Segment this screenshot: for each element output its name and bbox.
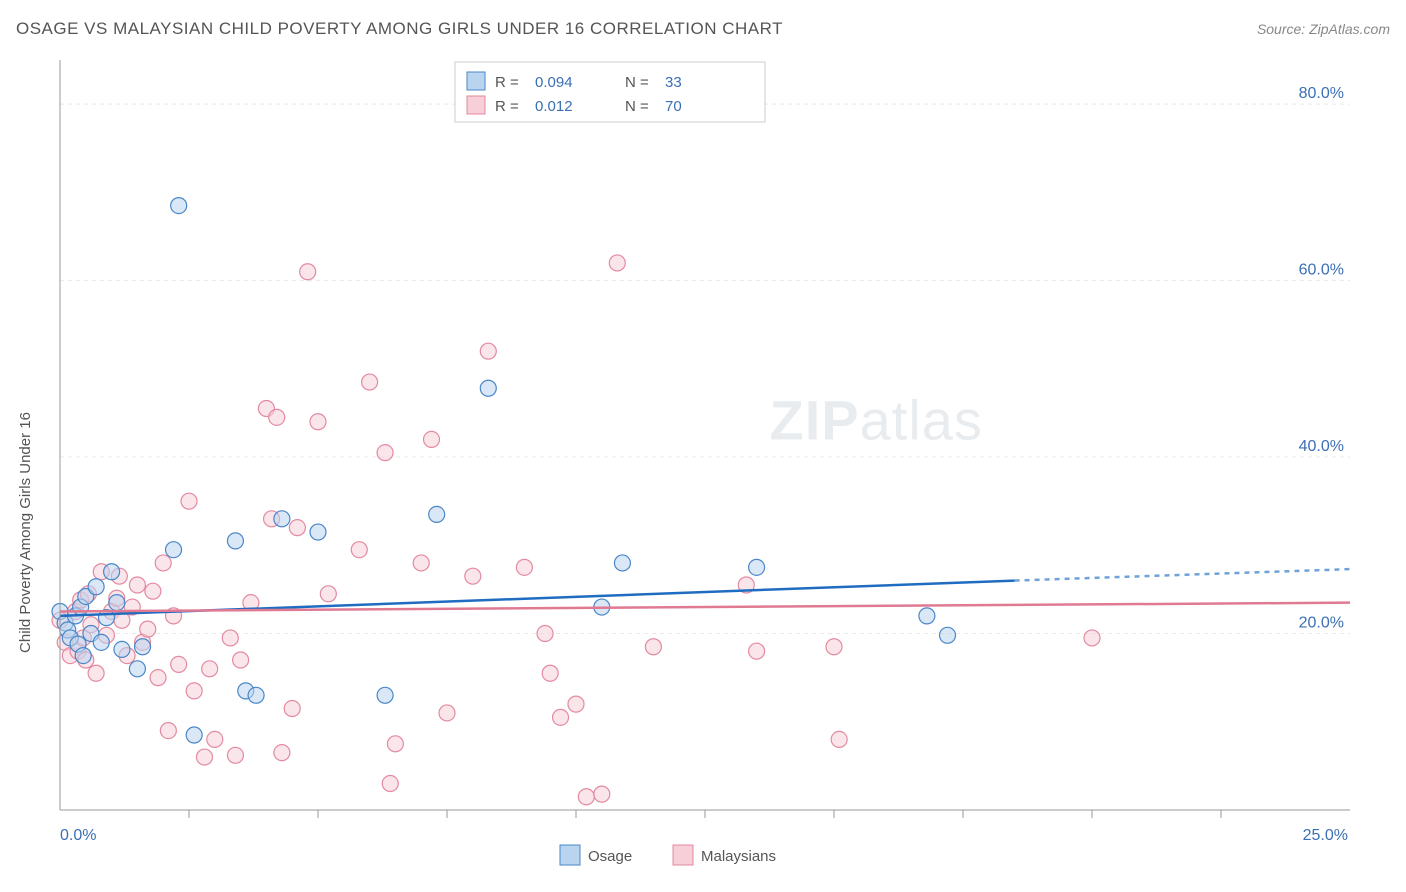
data-point [186, 683, 202, 699]
data-point [387, 736, 403, 752]
data-point [248, 687, 264, 703]
data-point [310, 414, 326, 430]
data-point [351, 542, 367, 558]
x-tick-label: 25.0% [1303, 827, 1348, 844]
data-point [320, 586, 336, 602]
data-point [88, 665, 104, 681]
legend-swatch [467, 96, 485, 114]
y-tick-label: 60.0% [1299, 262, 1344, 279]
legend-series-label: Malaysians [701, 848, 776, 865]
legend-n-label: N = [625, 98, 649, 115]
chart-title: OSAGE VS MALAYSIAN CHILD POVERTY AMONG G… [16, 19, 783, 38]
data-point [578, 789, 594, 805]
data-point [614, 555, 630, 571]
data-point [645, 639, 661, 655]
data-point [93, 634, 109, 650]
legend-swatch [673, 845, 693, 865]
data-point [826, 639, 842, 655]
legend-n-label: N = [625, 74, 649, 91]
data-point [75, 648, 91, 664]
correlation-chart: OSAGE VS MALAYSIAN CHILD POVERTY AMONG G… [0, 0, 1406, 892]
y-tick-label: 20.0% [1299, 615, 1344, 632]
x-tick-label: 0.0% [60, 827, 96, 844]
data-point [135, 639, 151, 655]
data-point [233, 652, 249, 668]
data-point [274, 511, 290, 527]
data-point [382, 776, 398, 792]
data-point [171, 198, 187, 214]
data-point [439, 705, 455, 721]
data-point [196, 749, 212, 765]
legend-r-label: R = [495, 74, 519, 91]
data-point [222, 630, 238, 646]
data-point [104, 564, 120, 580]
data-point [269, 409, 285, 425]
data-point [480, 380, 496, 396]
chart-svg: OSAGE VS MALAYSIAN CHILD POVERTY AMONG G… [0, 0, 1406, 892]
data-point [207, 731, 223, 747]
data-point [465, 568, 481, 584]
data-point [542, 665, 558, 681]
data-point [831, 731, 847, 747]
data-point [424, 431, 440, 447]
data-point [749, 559, 765, 575]
legend-r-label: R = [495, 98, 519, 115]
data-point [300, 264, 316, 280]
data-point [310, 524, 326, 540]
data-point [749, 643, 765, 659]
legend-r-value: 0.094 [535, 74, 573, 91]
data-point [145, 583, 161, 599]
data-point [1084, 630, 1100, 646]
data-point [284, 701, 300, 717]
data-point [227, 533, 243, 549]
data-point [227, 747, 243, 763]
data-point [594, 786, 610, 802]
watermark: ZIPatlas [770, 388, 983, 451]
data-point [362, 374, 378, 390]
data-point [166, 542, 182, 558]
data-point [181, 493, 197, 509]
data-point [114, 641, 130, 657]
legend-swatch [560, 845, 580, 865]
data-point [171, 656, 187, 672]
data-point [289, 520, 305, 536]
data-point [537, 626, 553, 642]
legend-series-label: Osage [588, 848, 632, 865]
y-tick-label: 40.0% [1299, 438, 1344, 455]
data-point [609, 255, 625, 271]
data-point [377, 445, 393, 461]
data-point [155, 555, 171, 571]
data-point [919, 608, 935, 624]
data-point [940, 627, 956, 643]
data-point [88, 579, 104, 595]
data-point [109, 595, 125, 611]
data-point [140, 621, 156, 637]
data-point [413, 555, 429, 571]
data-point [274, 745, 290, 761]
data-point [129, 661, 145, 677]
data-point [553, 709, 569, 725]
data-point [186, 727, 202, 743]
data-point [129, 577, 145, 593]
data-point [160, 723, 176, 739]
legend-r-value: 0.012 [535, 98, 573, 115]
data-point [568, 696, 584, 712]
data-point [480, 343, 496, 359]
data-point [377, 687, 393, 703]
data-point [516, 559, 532, 575]
legend-n-value: 33 [665, 74, 682, 91]
y-tick-label: 80.0% [1299, 85, 1344, 102]
data-point [202, 661, 218, 677]
legend-n-value: 70 [665, 98, 682, 115]
chart-source: Source: ZipAtlas.com [1257, 21, 1390, 37]
data-point [150, 670, 166, 686]
y-axis-label: Child Poverty Among Girls Under 16 [17, 412, 34, 653]
data-point [429, 506, 445, 522]
legend-swatch [467, 72, 485, 90]
